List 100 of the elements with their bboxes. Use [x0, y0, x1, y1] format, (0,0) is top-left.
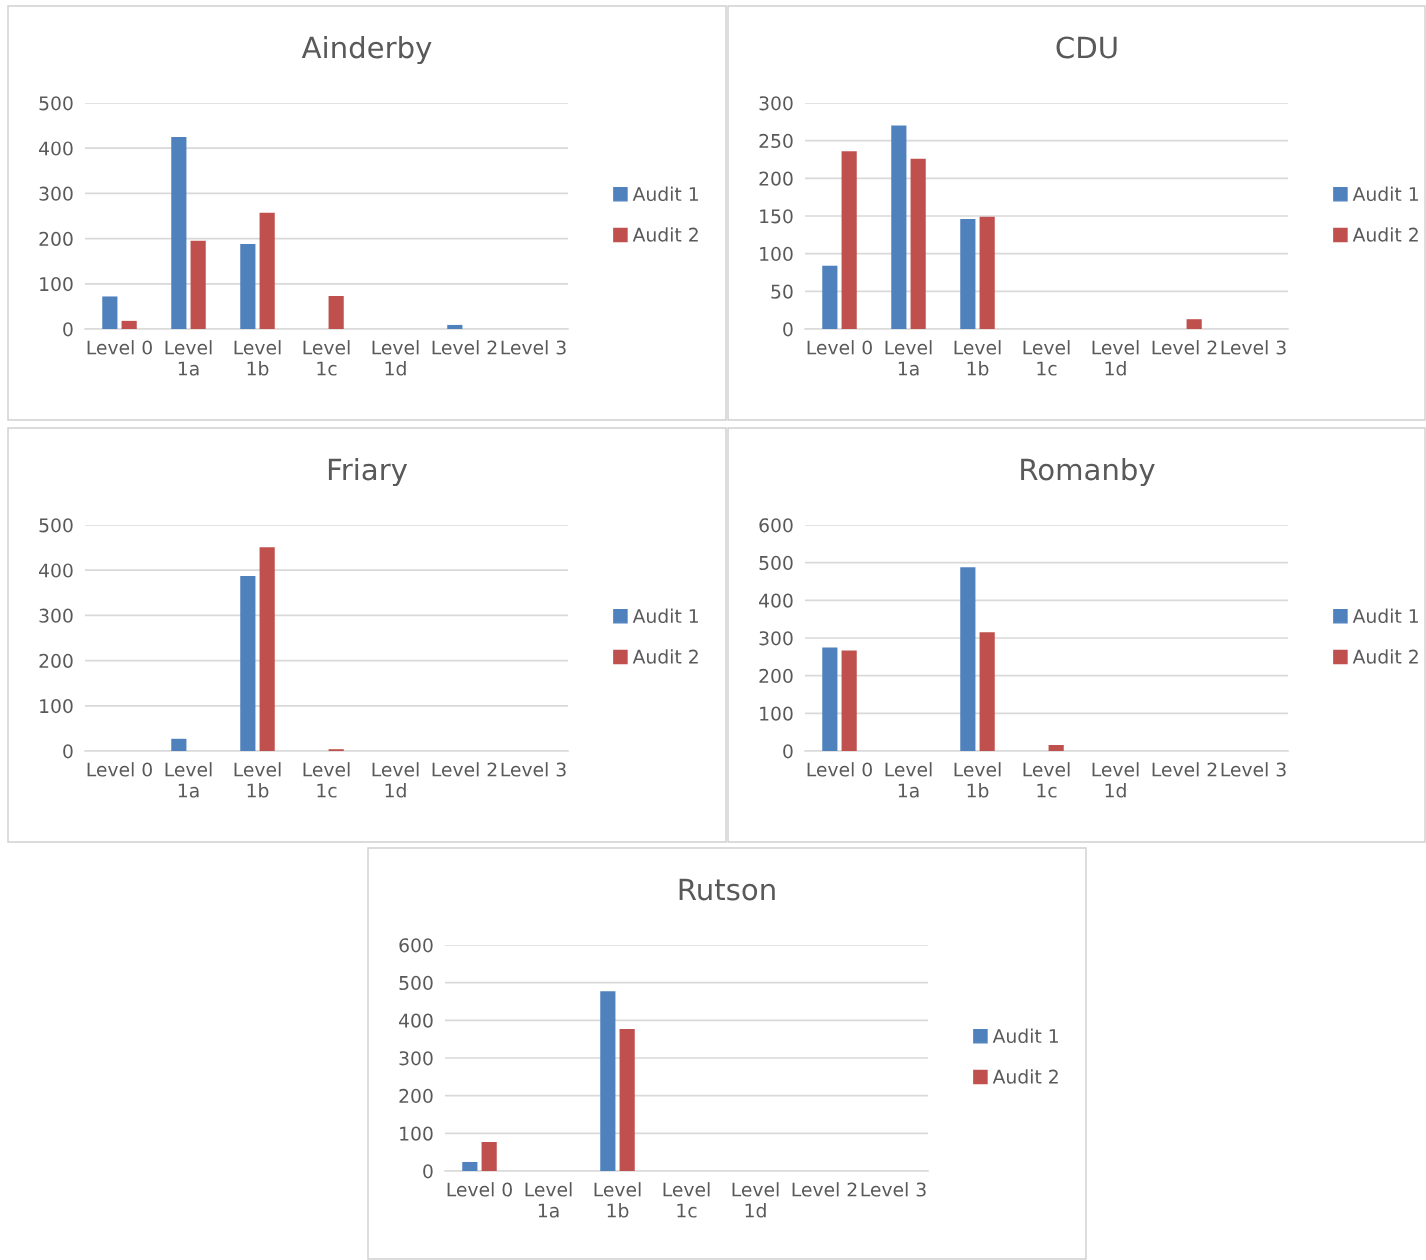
bar — [822, 647, 838, 751]
bar — [619, 1029, 635, 1171]
bar — [960, 219, 976, 329]
x-tick-label: Level 2 — [792, 1182, 857, 1197]
chart-title: Rutson — [679, 878, 775, 901]
y-tick-label: 300 — [39, 608, 73, 623]
bar — [462, 1161, 478, 1171]
x-tick-label: Level 1b — [234, 762, 281, 798]
legend-label: Audit 2 — [632, 227, 698, 242]
y-tick-label: 0 — [783, 322, 793, 337]
x-tick-label: Level 0 — [807, 762, 872, 777]
y-tick-label: 400 — [399, 1013, 433, 1028]
y-tick-label: 400 — [39, 141, 73, 156]
x-tick-label: Level 1b — [954, 340, 1001, 376]
y-tick-label: 300 — [39, 186, 73, 201]
legend-label: Audit 2 — [1352, 227, 1418, 242]
bar — [891, 125, 907, 329]
y-tick-label: 100 — [760, 246, 793, 262]
legend-label: Audit 1 — [632, 186, 698, 202]
bar — [190, 240, 206, 329]
y-tick-label: 150 — [760, 209, 793, 224]
x-tick-label: Level 3 — [501, 340, 566, 355]
x-tick-label: Level 1a — [165, 340, 212, 376]
y-tick-label: 100 — [40, 699, 73, 714]
bar — [822, 265, 838, 329]
y-tick-label: 200 — [399, 1088, 433, 1104]
legend-label: Audit 1 — [1352, 608, 1418, 624]
x-tick-label: Level 2 — [432, 762, 497, 777]
y-tick-label: 600 — [399, 938, 433, 953]
x-tick-label: Level 1c — [1023, 340, 1070, 376]
legend-label: Audit 2 — [632, 649, 698, 664]
x-tick-label: Level 1c — [1023, 762, 1070, 798]
bar — [240, 576, 256, 751]
bar — [328, 296, 344, 329]
bar — [447, 324, 463, 329]
bar — [171, 738, 187, 751]
y-tick-label: 500 — [759, 555, 793, 571]
legend-label: Audit 1 — [632, 608, 698, 624]
y-tick-label: 300 — [759, 96, 793, 111]
y-tick-label: 300 — [399, 1051, 433, 1066]
x-tick-label: Level 1c — [663, 1182, 710, 1218]
x-tick-label: Level 1a — [885, 762, 932, 798]
x-tick-label: Level 1c — [303, 340, 350, 376]
legend-label: Audit 1 — [992, 1028, 1058, 1044]
bar — [102, 296, 118, 329]
x-tick-label: Level 0 — [447, 1182, 512, 1197]
x-tick-label: Level 1a — [525, 1182, 572, 1218]
x-tick-label: Level 1d — [372, 340, 419, 376]
y-tick-label: 100 — [40, 277, 73, 292]
y-tick-label: 200 — [759, 171, 793, 186]
x-tick-label: Level 1d — [1092, 340, 1139, 376]
bar — [979, 632, 995, 751]
bar — [259, 547, 275, 751]
bar — [841, 151, 857, 329]
y-tick-label: 500 — [39, 518, 73, 533]
x-tick-label: Level 3 — [501, 762, 566, 777]
y-tick-label: 200 — [759, 668, 793, 684]
bar — [1186, 319, 1202, 329]
x-tick-label: Level 3 — [1221, 762, 1286, 777]
bar — [960, 567, 976, 751]
y-tick-label: 400 — [39, 563, 73, 578]
chart-title: Friary — [328, 457, 408, 487]
legend-label: Audit 2 — [1352, 649, 1418, 664]
y-tick-label: 100 — [400, 1126, 433, 1141]
x-tick-label: Level 0 — [87, 340, 152, 355]
bar — [240, 244, 256, 329]
x-tick-label: Level 1c — [303, 762, 350, 798]
bar — [910, 158, 926, 329]
y-tick-label: 250 — [759, 133, 793, 149]
bar — [841, 650, 857, 751]
y-tick-label: 200 — [39, 653, 73, 668]
bar — [979, 216, 995, 329]
bar — [600, 991, 616, 1171]
x-tick-label: Level 2 — [1152, 762, 1217, 777]
x-tick-label: Level 1b — [234, 340, 281, 376]
y-tick-label: 400 — [759, 593, 793, 608]
y-tick-label: 600 — [759, 518, 793, 533]
x-tick-label: Level 1d — [1092, 762, 1139, 798]
y-tick-label: 0 — [783, 744, 793, 759]
y-tick-label: 200 — [39, 231, 73, 246]
x-tick-label: Level 1d — [732, 1182, 779, 1218]
bar — [259, 212, 275, 329]
bar — [1048, 744, 1064, 751]
chart-title: CDU — [1056, 36, 1117, 59]
legend-label: Audit 1 — [1352, 186, 1418, 202]
x-tick-label: Level 0 — [87, 762, 152, 777]
x-tick-label: Level 1a — [165, 762, 212, 798]
x-tick-label: Level 3 — [861, 1182, 926, 1197]
x-tick-label: Level 1b — [594, 1182, 641, 1218]
chart-title: Ainderby — [301, 35, 432, 65]
x-tick-label: Level 1b — [954, 762, 1001, 798]
y-tick-label: 500 — [39, 96, 73, 111]
legend-label: Audit 2 — [992, 1069, 1058, 1084]
x-tick-label: Level 0 — [807, 340, 872, 355]
bar — [171, 136, 187, 329]
y-tick-label: 0 — [423, 1164, 433, 1179]
x-tick-label: Level 3 — [1221, 340, 1286, 355]
x-tick-label: Level 1d — [372, 762, 419, 798]
y-tick-label: 100 — [760, 706, 793, 721]
chart-title: Romanby — [1021, 457, 1155, 487]
